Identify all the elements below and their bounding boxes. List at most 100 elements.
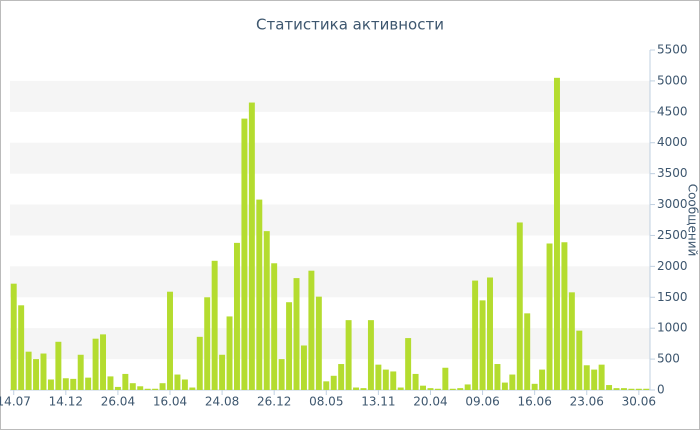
- bar: [129, 383, 136, 390]
- bar: [219, 354, 226, 390]
- bar: [114, 386, 121, 390]
- bar: [524, 313, 531, 390]
- y-tick-label: 5000: [657, 73, 688, 87]
- bar: [47, 379, 54, 390]
- x-tick-label: 16.06: [517, 395, 551, 409]
- bar: [107, 376, 114, 390]
- bar: [405, 338, 412, 390]
- bar: [241, 118, 248, 391]
- bar: [620, 388, 627, 390]
- y-tick-label: 1000: [657, 321, 688, 335]
- bar: [420, 385, 426, 390]
- bar: [196, 336, 203, 390]
- grid-band: [10, 204, 650, 236]
- bar: [516, 222, 523, 390]
- x-tick-label: 26.04: [101, 395, 135, 409]
- bar: [330, 375, 337, 390]
- bar: [85, 377, 92, 390]
- bar: [643, 388, 650, 390]
- bar: [434, 388, 441, 390]
- bar: [367, 320, 374, 390]
- x-tick-label: 23.06: [570, 395, 604, 409]
- bar: [62, 378, 69, 390]
- bar: [226, 316, 233, 390]
- bar: [211, 260, 218, 390]
- bar: [248, 102, 255, 390]
- bar: [345, 320, 352, 390]
- bar: [539, 369, 546, 390]
- bar: [479, 300, 486, 390]
- x-tick-label: 13.11: [361, 395, 395, 409]
- x-tick-label: 08.05: [309, 395, 343, 409]
- bar: [144, 388, 151, 390]
- bar: [152, 388, 159, 390]
- bar: [137, 386, 144, 390]
- bar: [427, 388, 434, 390]
- x-tick-label: 14.07: [0, 395, 31, 409]
- bar: [464, 384, 471, 390]
- x-tick-label: 30.06: [622, 395, 656, 409]
- bar: [300, 345, 307, 390]
- y-tick-label: 4500: [657, 104, 688, 118]
- bar: [256, 199, 263, 390]
- bar: [598, 364, 605, 390]
- bar: [360, 388, 367, 390]
- bar: [293, 278, 300, 390]
- bar: [576, 330, 583, 390]
- y-tick-label: 3500: [657, 166, 688, 180]
- bar: [390, 371, 397, 390]
- bar: [501, 382, 508, 390]
- bar: [18, 305, 25, 390]
- bar: [92, 338, 99, 390]
- x-tick-label: 09.06: [465, 395, 499, 409]
- bar: [308, 270, 315, 390]
- bar: [635, 388, 642, 390]
- chart-title: Статистика активности: [256, 16, 444, 34]
- bar: [397, 387, 404, 390]
- bar: [412, 373, 419, 390]
- grid-band: [10, 266, 650, 298]
- y-tick-label: 2000: [657, 259, 688, 273]
- grid-band: [10, 80, 650, 112]
- bar: [591, 369, 598, 390]
- bar: [271, 263, 278, 390]
- bar: [100, 334, 106, 390]
- y-tick-label: 2500: [657, 228, 688, 242]
- bar: [33, 359, 40, 390]
- bar: [181, 379, 188, 390]
- y-tick-label: 4000: [657, 135, 688, 149]
- bar: [382, 369, 389, 390]
- bar: [338, 364, 345, 390]
- bar: [561, 242, 568, 390]
- bar: [353, 387, 360, 390]
- bar: [442, 367, 449, 390]
- bar: [278, 359, 285, 390]
- bar: [487, 277, 493, 390]
- bar: [531, 383, 538, 390]
- y-tick-label: 3000: [657, 197, 688, 211]
- bar: [174, 374, 181, 390]
- bar: [55, 341, 62, 390]
- y-tick-label: 5500: [657, 43, 688, 57]
- bar: [613, 388, 620, 390]
- grid-band: [10, 142, 650, 174]
- bar: [554, 77, 560, 391]
- bar: [375, 364, 382, 390]
- bar: [204, 297, 211, 390]
- y-tick-label: 1500: [657, 290, 688, 304]
- bar: [583, 365, 590, 390]
- bar: [606, 385, 613, 390]
- bar: [167, 291, 173, 390]
- bar: [70, 378, 77, 390]
- bar: [25, 351, 32, 390]
- bar: [628, 388, 635, 390]
- y-axis-label: Сообщений: [686, 184, 700, 257]
- y-tick-label: 500: [657, 352, 680, 366]
- bar: [189, 387, 196, 390]
- y-tick-label: 0: [657, 383, 665, 397]
- bar: [77, 354, 84, 390]
- grid-band: [10, 328, 650, 360]
- bar: [457, 388, 464, 390]
- x-tick-label: 26.12: [257, 395, 291, 409]
- bar: [263, 231, 270, 390]
